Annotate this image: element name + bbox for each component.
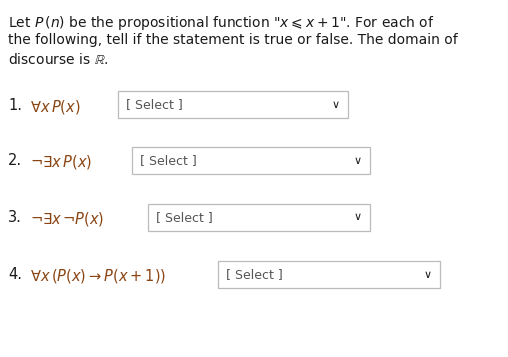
Text: ∨: ∨ xyxy=(424,270,432,280)
FancyBboxPatch shape xyxy=(218,261,440,288)
Text: ∨: ∨ xyxy=(354,212,362,222)
FancyBboxPatch shape xyxy=(118,91,348,118)
Text: [ Select ]: [ Select ] xyxy=(156,211,213,224)
Text: 1.: 1. xyxy=(8,98,22,113)
Text: ∨: ∨ xyxy=(332,100,340,110)
Text: Let $P\,(n)$ be the propositional function "$x \leqslant x + 1$". For each of: Let $P\,(n)$ be the propositional functi… xyxy=(8,14,434,32)
Text: the following, tell if the statement is true or false. The domain of: the following, tell if the statement is … xyxy=(8,33,458,47)
Text: ∨: ∨ xyxy=(354,156,362,166)
FancyBboxPatch shape xyxy=(132,147,370,174)
Text: $\neg\exists x\,\neg P(x)$: $\neg\exists x\,\neg P(x)$ xyxy=(30,210,104,228)
Text: [ Select ]: [ Select ] xyxy=(226,268,283,281)
Text: 3.: 3. xyxy=(8,210,22,225)
Text: 4.: 4. xyxy=(8,267,22,282)
Text: $\neg\exists x\,P(x)$: $\neg\exists x\,P(x)$ xyxy=(30,153,92,171)
Text: discourse is $\mathbb{R}$.: discourse is $\mathbb{R}$. xyxy=(8,52,109,67)
FancyBboxPatch shape xyxy=(148,204,370,231)
Text: [ Select ]: [ Select ] xyxy=(140,154,197,167)
Text: $\forall x\,P(x)$: $\forall x\,P(x)$ xyxy=(30,98,81,116)
Text: [ Select ]: [ Select ] xyxy=(126,98,183,111)
Text: 2.: 2. xyxy=(8,153,22,168)
Text: $\forall x\,(P(x) \to P(x+1))$: $\forall x\,(P(x) \to P(x+1))$ xyxy=(30,267,166,285)
